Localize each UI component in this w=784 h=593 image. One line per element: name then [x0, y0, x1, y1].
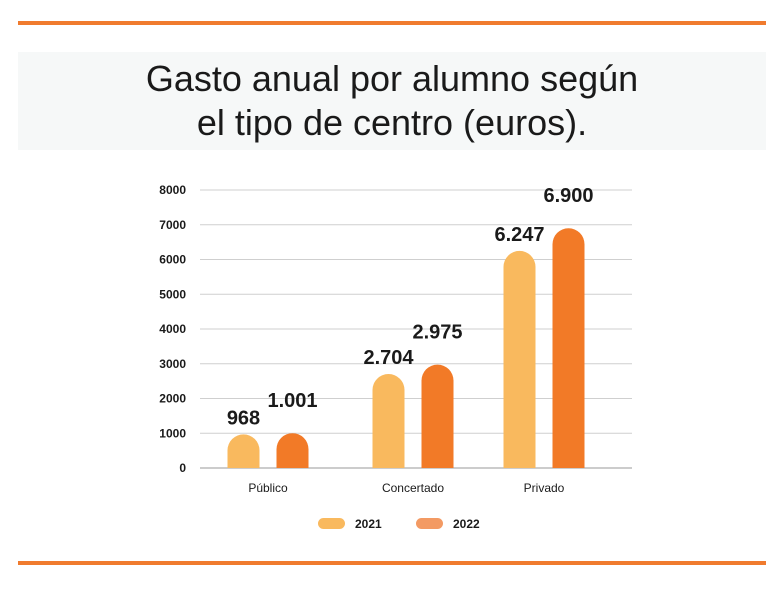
top-rule [18, 21, 766, 25]
legend-label: 2021 [355, 517, 382, 531]
y-tick-label: 8000 [159, 183, 186, 197]
x-tick-label: Público [248, 481, 288, 495]
data-label: 6.900 [543, 185, 593, 207]
y-tick-label: 4000 [159, 322, 186, 336]
bar-2021-0 [227, 434, 260, 468]
x-tick-label: Privado [524, 481, 565, 495]
data-label: 968 [227, 407, 260, 429]
y-tick-label: 1000 [159, 426, 186, 440]
title-band [18, 52, 766, 150]
y-tick-label: 5000 [159, 287, 186, 301]
chart-title: Gasto anual por alumno según el tipo de … [0, 57, 784, 145]
bar-2022-0 [276, 433, 309, 468]
legend-label: 2022 [453, 517, 480, 531]
bottom-rule [18, 561, 766, 565]
y-tick-label: 0 [179, 461, 186, 475]
bar-2021-2 [503, 250, 536, 468]
bar-2021-1 [372, 374, 405, 468]
legend-swatch-2022 [416, 518, 443, 529]
legend-swatch-2021 [318, 518, 345, 529]
data-label: 6.247 [494, 224, 544, 246]
chart-title-line-2: el tipo de centro (euros). [196, 102, 588, 143]
y-tick-label: 2000 [159, 392, 186, 406]
y-tick-label: 3000 [159, 357, 186, 371]
chart-title-line-1: Gasto anual por alumno según [145, 58, 639, 99]
bar-2022-2 [552, 228, 585, 468]
y-tick-label: 7000 [159, 218, 186, 232]
data-label: 1.001 [267, 390, 317, 412]
x-tick-label: Concertado [382, 481, 444, 495]
bar-2022-1 [421, 364, 454, 468]
data-label: 2.704 [363, 347, 414, 369]
y-tick-label: 6000 [159, 253, 186, 267]
data-label: 2.975 [412, 322, 462, 344]
